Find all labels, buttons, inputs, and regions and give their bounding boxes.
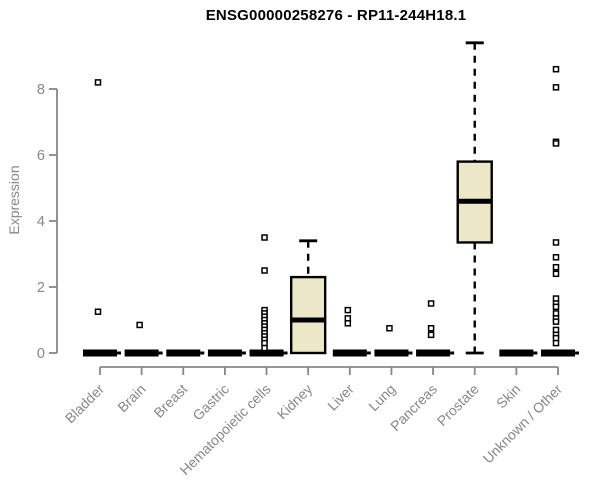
- flat-box-brain: [124, 349, 159, 357]
- outlier-point: [552, 303, 560, 311]
- whisker-cap: [450, 351, 455, 355]
- flat-box-bladder: [83, 349, 117, 357]
- outlier-point: [427, 325, 435, 332]
- flat-box-gastric: [207, 349, 242, 357]
- outlier-point: [552, 339, 560, 347]
- outlier-point: [552, 239, 560, 246]
- outlier-point: [261, 344, 268, 352]
- x-category-label: Kidney: [274, 381, 316, 423]
- whisker-cap: [408, 351, 413, 355]
- x-category-label: Prostate: [434, 381, 482, 429]
- flat-box-lung: [374, 349, 409, 357]
- x-category-label: Liver: [324, 381, 357, 414]
- outlier-point: [552, 84, 560, 91]
- outlier-point: [552, 270, 560, 278]
- outlier-point: [552, 263, 560, 271]
- y-tick-label: 2: [37, 280, 45, 296]
- outlier-point: [427, 300, 435, 307]
- x-category-label: Unknown / Other: [480, 381, 566, 467]
- x-category-label: Brain: [114, 381, 148, 415]
- y-tick-label: 8: [37, 82, 45, 98]
- whisker-cap: [241, 351, 246, 355]
- y-tick-label: 4: [37, 214, 45, 230]
- x-category-label: Lung: [365, 381, 398, 414]
- whisker-cap: [533, 351, 538, 355]
- y-tick-label: 6: [37, 148, 45, 164]
- chart-title: ENSG00000258276 - RP11-244H18.1: [205, 7, 467, 24]
- x-category-label: Skin: [493, 381, 524, 412]
- y-tick-label: 0: [37, 346, 45, 362]
- x-category-label: Breast: [150, 381, 190, 421]
- flat-box-skin: [499, 349, 534, 357]
- outlier-point: [344, 306, 352, 314]
- box-kidney: [289, 275, 327, 355]
- whisker-cap: [117, 351, 121, 355]
- outlier-point: [552, 65, 560, 73]
- outlier-point: [94, 79, 102, 86]
- outlier-point: [386, 325, 393, 332]
- whisker-cap: [200, 351, 205, 355]
- flat-box-hematopoietic-cells: [249, 349, 284, 357]
- outlier-point: [552, 140, 560, 147]
- x-category-label: Bladder: [62, 381, 108, 427]
- whisker-cap: [366, 351, 371, 355]
- outlier-point: [261, 234, 268, 241]
- outlier-point: [261, 267, 268, 274]
- outlier-point: [427, 331, 435, 339]
- whisker-cap: [574, 351, 579, 355]
- whisker-cap: [283, 351, 288, 355]
- outlier-point: [552, 318, 560, 325]
- outlier-point: [136, 321, 143, 329]
- flat-box-pancreas: [416, 349, 451, 357]
- flat-box-breast: [166, 349, 201, 357]
- outlier-point: [94, 308, 102, 315]
- outlier-point: [552, 254, 560, 261]
- outlier-point: [344, 320, 352, 327]
- whisker-cap: [158, 351, 163, 355]
- flat-box-liver: [332, 349, 367, 357]
- flat-box-unknown-other: [540, 349, 575, 357]
